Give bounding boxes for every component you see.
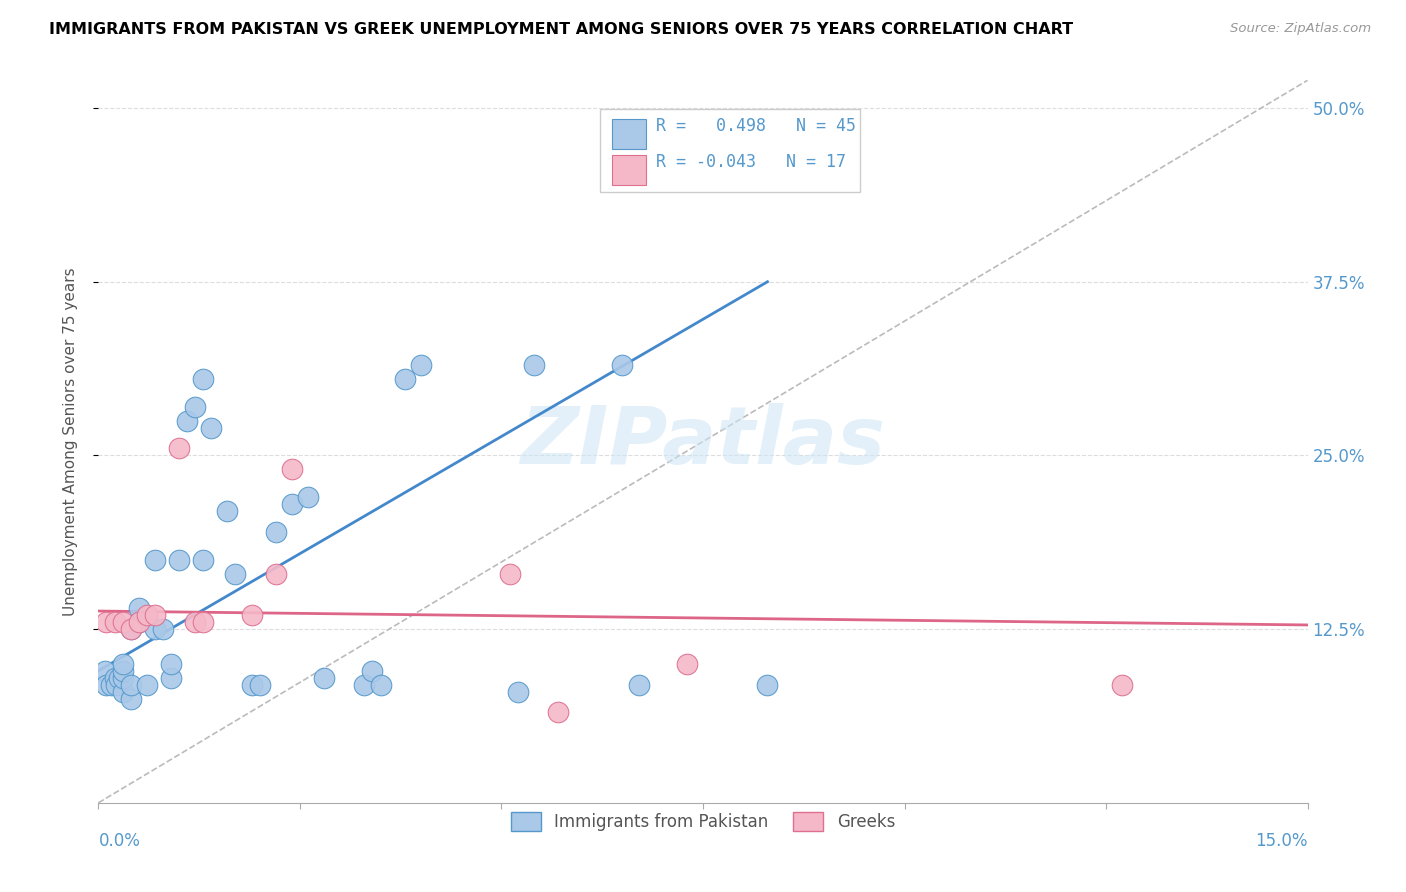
Point [240, 608, 263, 623]
Point [184, 615, 207, 630]
Point [128, 615, 150, 630]
Point [143, 552, 166, 566]
Point [1111, 678, 1133, 692]
Point [120, 622, 142, 636]
Point [176, 414, 198, 428]
Point [143, 622, 166, 636]
Point [409, 358, 432, 372]
Point [100, 678, 122, 692]
Point [111, 657, 134, 671]
Point [612, 358, 634, 372]
Text: 15.0%: 15.0% [1256, 831, 1308, 850]
Point [120, 678, 142, 692]
Point [281, 497, 304, 511]
Text: IMMIGRANTS FROM PAKISTAN VS GREEK UNEMPLOYMENT AMONG SENIORS OVER 75 YEARS CORRE: IMMIGRANTS FROM PAKISTAN VS GREEK UNEMPL… [49, 22, 1073, 37]
Point [240, 678, 263, 692]
Point [105, 678, 128, 692]
Point [160, 671, 183, 685]
Point [498, 566, 520, 581]
Point [128, 601, 150, 615]
Point [314, 671, 336, 685]
Point [394, 372, 416, 386]
Point [167, 442, 190, 456]
Point [281, 462, 304, 476]
Point [96, 678, 118, 692]
Point [756, 678, 779, 692]
Point [120, 622, 142, 636]
Point [96, 615, 118, 630]
Point [193, 615, 215, 630]
Point [111, 615, 134, 630]
Point [94, 664, 117, 678]
Text: R =   0.498   N = 45: R = 0.498 N = 45 [655, 117, 856, 135]
Point [200, 420, 222, 434]
Point [135, 678, 157, 692]
Point [103, 671, 125, 685]
Point [353, 678, 375, 692]
Point [152, 622, 174, 636]
Point [111, 671, 134, 685]
Point [249, 678, 271, 692]
Point [107, 671, 129, 685]
Text: 0.0%: 0.0% [98, 831, 141, 850]
Y-axis label: Unemployment Among Seniors over 75 years: Unemployment Among Seniors over 75 years [63, 268, 77, 615]
Point [547, 706, 569, 720]
Point [370, 678, 392, 692]
Point [120, 691, 142, 706]
Point [506, 684, 529, 698]
Point [143, 608, 166, 623]
Point [167, 552, 190, 566]
Legend: Immigrants from Pakistan, Greeks: Immigrants from Pakistan, Greeks [505, 805, 901, 838]
Point [160, 657, 183, 671]
FancyBboxPatch shape [600, 109, 860, 193]
Point [193, 372, 215, 386]
Point [217, 504, 239, 518]
Point [523, 358, 546, 372]
Point [184, 400, 207, 414]
Point [103, 615, 125, 630]
Point [111, 684, 134, 698]
Point [676, 657, 699, 671]
Point [264, 566, 287, 581]
Point [193, 552, 215, 566]
Text: R = -0.043   N = 17: R = -0.043 N = 17 [655, 153, 846, 171]
Point [224, 566, 246, 581]
Text: Source: ZipAtlas.com: Source: ZipAtlas.com [1230, 22, 1371, 36]
FancyBboxPatch shape [613, 119, 647, 149]
Point [128, 615, 150, 630]
FancyBboxPatch shape [613, 154, 647, 185]
Point [297, 490, 319, 504]
Point [135, 608, 157, 623]
Point [111, 664, 134, 678]
Text: ZIPatlas: ZIPatlas [520, 402, 886, 481]
Point [361, 664, 384, 678]
Point [264, 524, 287, 539]
Point [627, 678, 650, 692]
